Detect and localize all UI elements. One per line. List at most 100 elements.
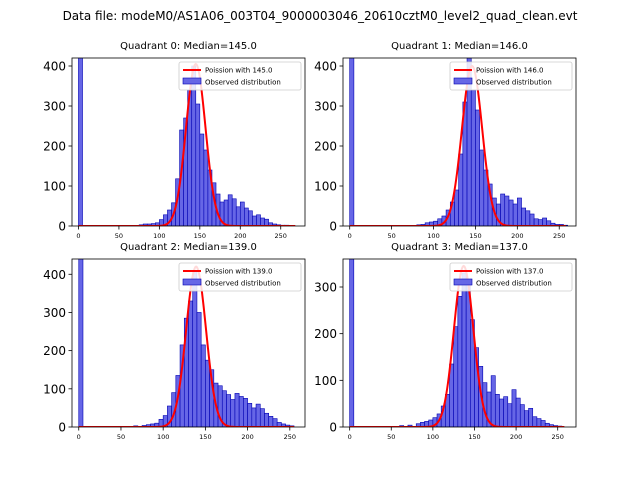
y-tick-label: 200: [314, 327, 337, 341]
poisson-curve: [78, 265, 295, 427]
subplot-quadrant-3: Quadrant 3: Median=137.0 0 50 100 150 200 250 0…: [314, 242, 577, 441]
x-tick-label: 50: [387, 433, 395, 441]
histogram-bar: [247, 403, 253, 427]
histogram-bar: [195, 103, 201, 226]
legend-label-poisson: Poission with 139.0: [205, 268, 273, 276]
histogram-bar: [196, 312, 202, 427]
legend-bar-swatch: [182, 278, 202, 286]
y-tick-label: 100: [43, 382, 66, 396]
histogram-bar: [230, 399, 236, 427]
y-tick-label: 100: [314, 180, 337, 194]
subplot-title: Quadrant 0: Median=145.0: [120, 41, 257, 52]
histogram-bar: [508, 199, 514, 226]
histogram-bar: [264, 218, 269, 226]
figure-title: Data file: modeM0/AS1A06_003T04_90000030…: [62, 9, 578, 23]
x-tick-label: 0: [77, 433, 81, 441]
histogram-bar: [259, 408, 265, 427]
x-tick-label: 150: [194, 232, 206, 240]
y-tick-label: 300: [43, 100, 66, 114]
histogram-bar: [248, 210, 253, 226]
y-tick-label: 400: [43, 268, 66, 282]
histogram-bar: [536, 418, 542, 427]
y-tick-label: 0: [329, 421, 337, 435]
axes-frame: [342, 57, 577, 227]
y-tick-label: 100: [314, 374, 337, 388]
legend: Poission with 146.0 Observed distribution: [449, 61, 573, 91]
histogram-bar: [517, 197, 522, 226]
histogram-bar: [507, 403, 513, 427]
x-tick-label: 100: [157, 433, 169, 441]
x-tick-label: 50: [387, 232, 395, 240]
legend-box: [178, 61, 302, 91]
x-tick-label: 200: [234, 232, 246, 240]
poisson-curve: [78, 62, 296, 226]
histogram-bar: [503, 396, 509, 427]
histogram-bar: [251, 407, 257, 427]
poisson-curve: [349, 64, 566, 226]
histogram-bar: [226, 394, 232, 427]
histogram-bar: [234, 393, 240, 427]
y-tick-label: 300: [43, 306, 66, 320]
histogram-bar: [235, 206, 241, 226]
legend-box: [449, 61, 573, 91]
y-tick-label: 0: [58, 220, 66, 234]
legend-box: [178, 262, 302, 292]
y-tick-label: 200: [314, 140, 337, 154]
histogram-bar: [243, 398, 248, 427]
histogram-bar: [454, 189, 459, 226]
x-tick-label: 250: [275, 232, 287, 240]
x-tick-label: 250: [284, 433, 296, 441]
histogram-bar: [500, 193, 506, 226]
x-tick-label: 200: [511, 232, 523, 240]
histogram-bar: [453, 326, 459, 427]
y-tick-label: 300: [314, 100, 337, 114]
histogram-bar: [470, 89, 476, 226]
histogram-bar: [524, 410, 529, 427]
observed-bars: [349, 58, 568, 226]
x-tick-label: 100: [427, 232, 439, 240]
subplot-title: Quadrant 1: Median=146.0: [391, 41, 528, 52]
histogram-bar: [192, 270, 198, 427]
histogram-bar: [525, 210, 531, 226]
histogram-bar: [238, 396, 244, 427]
axes-frame: [71, 57, 306, 227]
y-tick-label: 100: [43, 180, 66, 194]
x-tick-label: 250: [553, 232, 565, 240]
histogram-bar: [78, 58, 83, 226]
legend-label-observed: Observed distribution: [205, 280, 281, 288]
subplot-quadrant-1: Quadrant 1: Median=146.0 0 50 100 150 200 250 0…: [314, 41, 577, 240]
y-tick-label: 300: [314, 281, 337, 295]
x-tick-label: 200: [241, 433, 253, 441]
legend-label-poisson: Poission with 137.0: [476, 268, 544, 276]
x-tick-label: 0: [348, 232, 352, 240]
histogram-bar: [199, 133, 205, 226]
histogram-bar: [461, 272, 467, 427]
subplot-quadrant-2: Quadrant 2: Median=139.0 0 50 100 150 200 250 0…: [43, 242, 306, 441]
histogram-bar: [465, 282, 471, 427]
legend-label-observed: Observed distribution: [476, 280, 552, 288]
histogram-bar: [260, 217, 265, 226]
histogram-bar: [519, 404, 525, 427]
histogram-bar: [490, 375, 496, 427]
y-tick-label: 200: [43, 140, 66, 154]
histogram-bar: [494, 394, 500, 427]
histogram-bar: [227, 194, 233, 226]
legend-box: [449, 262, 573, 292]
y-tick-label: 400: [314, 60, 337, 74]
histogram-bar: [458, 153, 464, 226]
histogram-bar: [78, 259, 84, 427]
y-tick-label: 200: [43, 344, 66, 358]
histogram-bar: [264, 412, 269, 427]
histogram-bar: [188, 300, 194, 427]
histogram-bar: [272, 418, 278, 427]
legend-bar-swatch: [453, 278, 473, 286]
subplot-quadrant-0: Quadrant 0: Median=145.0 0 50 100 150 200 250 0…: [43, 41, 306, 240]
histogram-bar: [203, 149, 209, 226]
histogram-bar: [521, 207, 527, 226]
legend-label-poisson: Poission with 146.0: [476, 67, 544, 75]
histogram-bar: [512, 203, 518, 226]
histogram-bar: [244, 207, 249, 226]
legend: Poission with 139.0 Observed distribution: [178, 262, 302, 292]
histogram-bar: [475, 109, 480, 226]
